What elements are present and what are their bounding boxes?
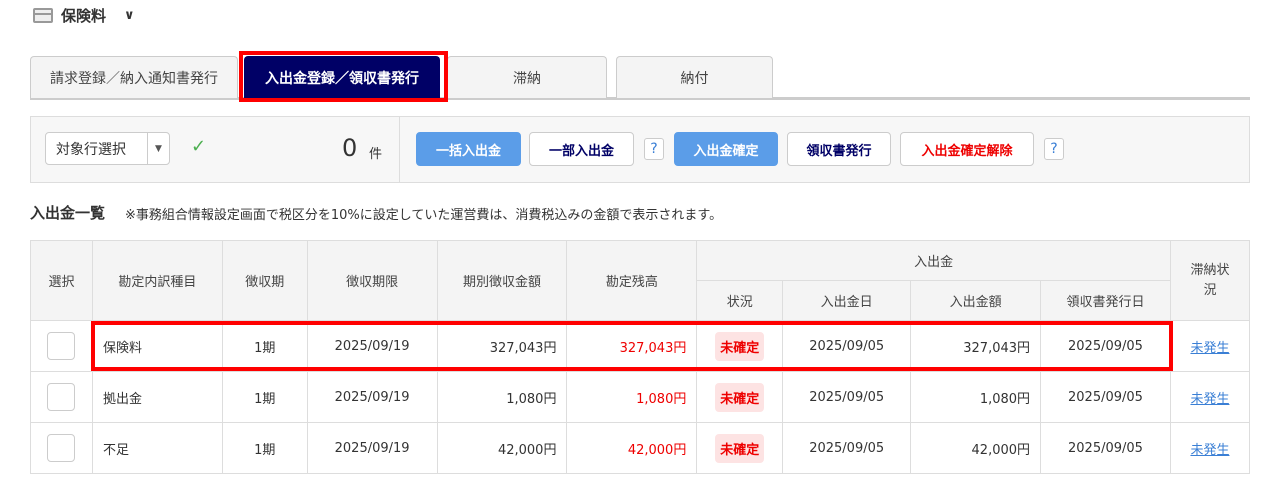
help-icon[interactable]: ? — [1044, 138, 1064, 160]
amount-cell: 42,000円 — [436, 422, 568, 474]
item-cell: 不足 — [91, 422, 223, 474]
selected-count: 0 — [342, 134, 358, 162]
highlight-box — [91, 321, 1173, 371]
balance-cell: 42,000円 — [566, 422, 698, 474]
item-cell: 保険料 — [91, 320, 223, 372]
tab-billing[interactable]: 請求登録／納入通知書発行 — [30, 56, 238, 98]
highlight-box — [239, 51, 448, 102]
deadline-cell: 2025/09/19 — [306, 320, 438, 372]
deadline-cell: 2025/09/19 — [306, 422, 438, 474]
date-cell: 2025/09/05 — [782, 371, 912, 423]
period-cell: 1期 — [221, 422, 308, 474]
row-checkbox[interactable] — [47, 434, 76, 462]
chevron-down-icon[interactable]: ∨ — [124, 8, 135, 23]
section-note: ※事務組合情報設定画面で税区分を10%に設定していた運営費は、消費税込みの金額で… — [125, 204, 722, 223]
check-icon: ✓ — [191, 136, 207, 157]
card-icon — [33, 8, 53, 23]
overdue-link[interactable]: 未発生 — [1190, 442, 1230, 458]
overdue-link[interactable]: 未発生 — [1190, 340, 1230, 356]
status-badge: 未確定 — [715, 331, 765, 361]
partial-payment-button[interactable]: 一部入出金 — [529, 132, 634, 166]
count-unit: 件 — [369, 147, 383, 162]
deadline-cell: 2025/09/19 — [306, 371, 438, 423]
table-row: 不足 1期 2025/09/19 42,000円 42,000円 未確定 202… — [30, 422, 1251, 474]
note-text: ※事務組合情報設定画面で税区分を10%に設定していた運営費は、消費税込みの金額で… — [125, 208, 723, 223]
overdue-cell: 未発生 — [1169, 320, 1251, 372]
confirm-payment-button[interactable]: 入出金確定 — [674, 132, 778, 166]
paid-cell: 327,043円 — [910, 320, 1042, 372]
header-date: 入出金日 — [782, 280, 912, 321]
period-cell: 1期 — [221, 371, 308, 423]
header-receipt-date: 領収書発行日 — [1040, 280, 1171, 321]
tab-payments[interactable]: 入出金登録／領収書発行 — [244, 56, 440, 98]
status-cell: 未確定 — [696, 422, 784, 474]
period-cell: 1期 — [221, 320, 308, 372]
page-header[interactable]: 保険料 ∨ — [33, 5, 135, 26]
row-select-dropdown[interactable]: 対象行選択 ▼ — [45, 132, 170, 165]
header-item: 勘定内訳種目 — [91, 240, 223, 321]
header-balance: 勘定残高 — [566, 240, 698, 321]
receipt-date-cell: 2025/09/05 — [1040, 371, 1171, 423]
select-label: 対象行選択 — [56, 141, 126, 158]
header-deadline: 徴収期限 — [306, 240, 438, 321]
amount-cell: 1,080円 — [436, 371, 568, 423]
header-period: 徴収期 — [221, 240, 308, 321]
select-cell — [30, 320, 93, 372]
cancel-confirm-button[interactable]: 入出金確定解除 — [900, 132, 1034, 166]
status-badge: 未確定 — [715, 382, 765, 412]
caret-down-icon: ▼ — [147, 133, 169, 164]
help-icon[interactable]: ? — [644, 138, 664, 160]
header-paid: 入出金額 — [910, 280, 1042, 321]
status-cell: 未確定 — [696, 371, 784, 423]
paid-cell: 42,000円 — [910, 422, 1042, 474]
status-badge: 未確定 — [715, 433, 765, 463]
date-cell: 2025/09/05 — [782, 422, 912, 474]
tab-underline — [30, 97, 1250, 100]
table-row: 拠出金 1期 2025/09/19 1,080円 1,080円 未確定 2025… — [30, 371, 1251, 423]
divider — [399, 117, 400, 182]
select-cell — [30, 422, 93, 474]
date-cell: 2025/09/05 — [782, 320, 912, 372]
payments-table: 選択 勘定内訳種目 徴収期 徴収期限 期別徴収金額 勘定残高 入出金 滞納状況 … — [30, 240, 1251, 474]
toolbar — [30, 116, 1250, 183]
header-group: 入出金 — [696, 240, 1171, 281]
receipt-date-cell: 2025/09/05 — [1040, 422, 1171, 474]
paid-cell: 1,080円 — [910, 371, 1042, 423]
header-overdue: 滞納状況 — [1169, 240, 1251, 321]
section-title: 入出金一覧 — [30, 204, 106, 222]
page-title: 保険料 — [61, 7, 107, 25]
row-checkbox[interactable] — [47, 332, 76, 360]
select-cell — [30, 371, 93, 423]
balance-cell: 1,080円 — [566, 371, 698, 423]
overdue-cell: 未発生 — [1169, 422, 1251, 474]
bulk-payment-button[interactable]: 一括入出金 — [416, 132, 521, 166]
header-amount: 期別徴収金額 — [436, 240, 568, 321]
overdue-link[interactable]: 未発生 — [1190, 391, 1230, 407]
header-status: 状況 — [696, 280, 784, 321]
item-cell: 拠出金 — [91, 371, 223, 423]
header-select: 選択 — [30, 240, 93, 321]
tab-overdue[interactable]: 滞納 — [447, 56, 607, 98]
overdue-cell: 未発生 — [1169, 371, 1251, 423]
row-checkbox[interactable] — [47, 383, 76, 411]
tab-paid[interactable]: 納付 — [616, 56, 773, 98]
issue-receipt-button[interactable]: 領収書発行 — [787, 132, 891, 166]
